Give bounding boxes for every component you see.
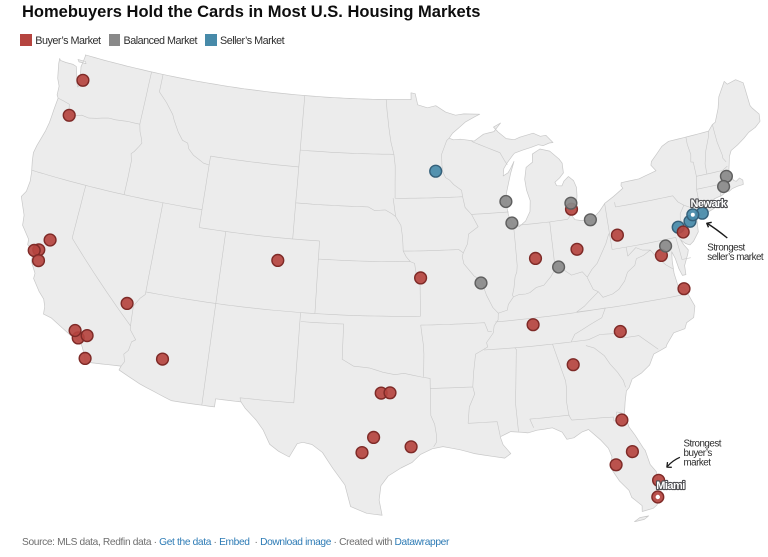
svg-text:Miami: Miami — [656, 480, 685, 492]
svg-text:market: market — [684, 458, 712, 469]
svg-text:Strongest: Strongest — [707, 243, 745, 254]
svg-text:Newark: Newark — [691, 198, 728, 210]
svg-text:seller’s market: seller’s market — [707, 252, 764, 263]
svg-text:Strongest: Strongest — [684, 439, 722, 450]
svg-text:buyer’s: buyer’s — [684, 448, 713, 459]
